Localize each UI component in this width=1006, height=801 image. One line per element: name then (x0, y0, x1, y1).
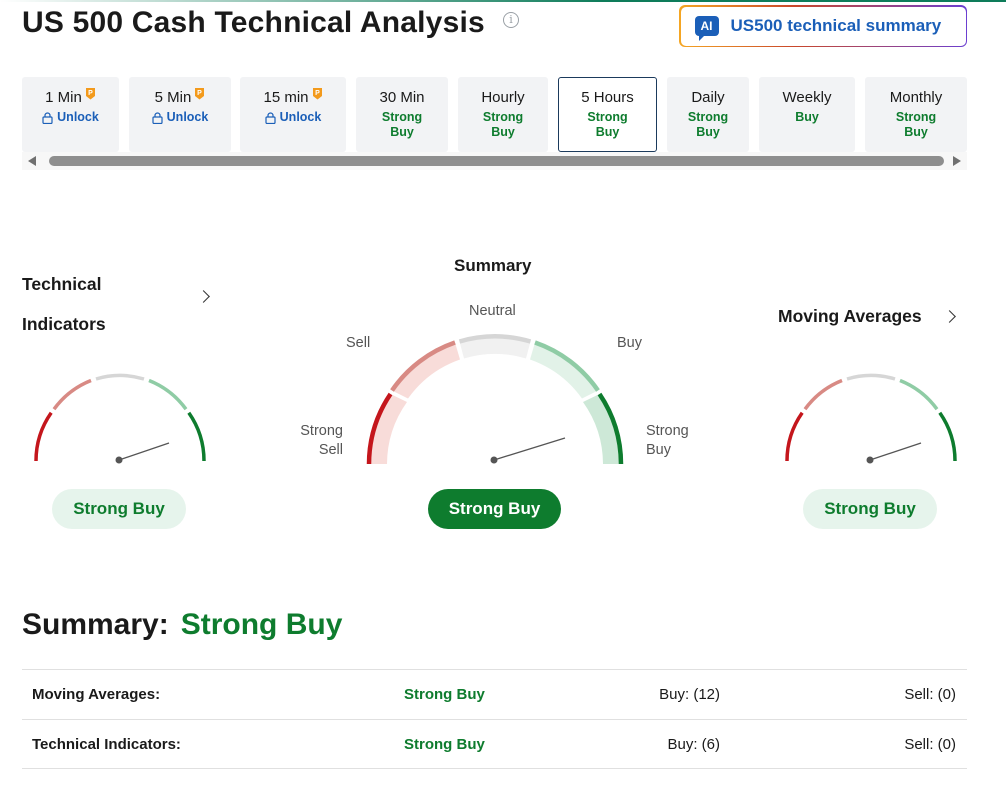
tabs-scrollbar[interactable] (22, 152, 967, 170)
row-buy-count: Buy: (12) (659, 686, 720, 703)
gauge-needle (869, 442, 922, 461)
tab-5-hours[interactable]: 5 Hours Strong Buy (558, 77, 657, 152)
info-icon[interactable]: i (503, 12, 519, 28)
label-strong-buy: Strong Buy (646, 423, 689, 458)
tab-label: 15 min (263, 89, 309, 106)
tab-label: 1 Min (45, 89, 82, 106)
gauge-segment-strong-sell (366, 392, 393, 465)
gauge-segment-strong-buy (187, 411, 206, 462)
tab-status: Buy (795, 110, 819, 124)
scroll-left-arrow-icon[interactable] (28, 156, 36, 166)
tab-status: Unlock (279, 110, 322, 124)
top-accent-line (0, 0, 1006, 2)
label-strong-sell: Strong Sell (300, 423, 343, 458)
row-name: Moving Averages: (32, 686, 161, 703)
tab-label: 30 Min (379, 89, 425, 106)
summary-gauge (366, 334, 624, 465)
label-neutral: Neutral (469, 303, 516, 319)
technical-indicators-title[interactable]: Technical Indicators (22, 274, 106, 334)
tab-label: 5 Min (154, 89, 192, 106)
tab-label: Daily (691, 89, 725, 106)
summary-label: Summary: (22, 608, 169, 641)
tab-5-min[interactable]: 5 Min P Unlock (129, 77, 231, 152)
row-signal: Strong Buy (404, 736, 485, 753)
tab-daily[interactable]: Daily Strong Buy (667, 77, 749, 152)
tab-label: Hourly (481, 89, 525, 106)
moving-averages-title[interactable]: Moving Averages (778, 306, 922, 326)
label-buy: Buy (617, 335, 642, 351)
gauge-needle (118, 442, 170, 461)
gauge-pivot (866, 456, 874, 464)
row-buy-count: Buy: (6) (667, 736, 720, 753)
tab-status: Unlock (166, 110, 209, 124)
table-row: Technical Indicators: Strong Buy Buy: (6… (22, 719, 967, 769)
gauge-segment-sell (52, 378, 92, 411)
gauge-segment-buy (148, 378, 188, 411)
summary-line: Summary: Strong Buy (22, 608, 342, 642)
label-sell: Sell (346, 335, 371, 351)
tab-1-min[interactable]: 1 Min P Unlock (22, 77, 119, 152)
chevron-right-icon[interactable] (943, 310, 956, 323)
page-title: US 500 Cash Technical Analysis (22, 6, 485, 39)
gauge-segment-buy (899, 378, 939, 411)
lock-icon (265, 111, 276, 124)
gauge-segment-strong-buy (597, 392, 624, 465)
tab-status: Strong Buy (895, 110, 937, 139)
table-row: Moving Averages: Strong Buy Buy: (12) Se… (22, 669, 967, 719)
row-signal: Strong Buy (404, 686, 485, 703)
gauge-segment-neutral (95, 373, 145, 381)
moving-averages-gauge (785, 373, 957, 464)
gauge-segment-buy (534, 340, 600, 392)
gauge-needle (493, 437, 566, 461)
summary-table: Moving Averages: Strong Buy Buy: (12) Se… (22, 669, 967, 769)
gauge-segment-sell (803, 378, 843, 411)
ai-button-label: US500 technical summary (730, 16, 942, 35)
tab-30-min[interactable]: 30 Min Strong Buy (356, 77, 448, 152)
gauge-pivot (490, 456, 498, 464)
ai-technical-summary-button[interactable]: AI US500 technical summary (679, 5, 967, 47)
svg-text:P: P (88, 90, 93, 97)
gauge-segment-strong-buy (938, 411, 957, 462)
gauge-segment-strong-sell (785, 411, 804, 462)
tab-status: Strong Buy (482, 110, 524, 139)
ai-chat-icon: AI (694, 16, 719, 41)
summary-gauge-title: Summary (454, 256, 532, 275)
tab-status: Unlock (57, 110, 99, 124)
svg-text:P: P (198, 90, 203, 97)
gauge-segment-sell (390, 340, 456, 392)
chevron-right-icon[interactable] (197, 290, 210, 303)
moving-averages-result: Strong Buy (803, 489, 937, 529)
pro-badge-icon: P (312, 88, 322, 100)
pro-badge-icon: P (85, 88, 95, 100)
summary-value: Strong Buy (180, 608, 343, 641)
gauge-pivot (115, 456, 123, 464)
tab-hourly[interactable]: Hourly Strong Buy (458, 77, 548, 152)
tab-monthly[interactable]: Monthly Strong Buy (865, 77, 967, 152)
tab-weekly[interactable]: Weekly Buy (759, 77, 855, 152)
tab-status: Strong Buy (687, 110, 729, 139)
row-name: Technical Indicators: (32, 736, 181, 753)
tab-label: 5 Hours (581, 89, 634, 106)
tab-label: Monthly (889, 89, 943, 106)
svg-text:P: P (315, 90, 320, 97)
row-sell-count: Sell: (0) (904, 736, 956, 753)
row-sell-count: Sell: (0) (904, 686, 956, 703)
lock-icon (152, 111, 163, 124)
technical-indicators-result: Strong Buy (52, 489, 186, 529)
summary-gauge-result: Strong Buy (428, 489, 561, 529)
gauge-segment-neutral (846, 373, 896, 381)
tab-label: Weekly (782, 89, 832, 106)
technical-indicators-gauge (34, 373, 206, 464)
lock-icon (42, 111, 53, 124)
scroll-right-arrow-icon[interactable] (953, 156, 961, 166)
gauge-segment-strong-sell (34, 411, 53, 462)
scrollbar-thumb[interactable] (49, 156, 944, 166)
tab-15-min[interactable]: 15 min P Unlock (240, 77, 346, 152)
gauge-segment-neutral (458, 334, 532, 344)
tab-status: Strong Buy (381, 110, 423, 139)
pro-badge-icon: P (195, 88, 205, 100)
tab-status: Strong Buy (587, 110, 628, 139)
